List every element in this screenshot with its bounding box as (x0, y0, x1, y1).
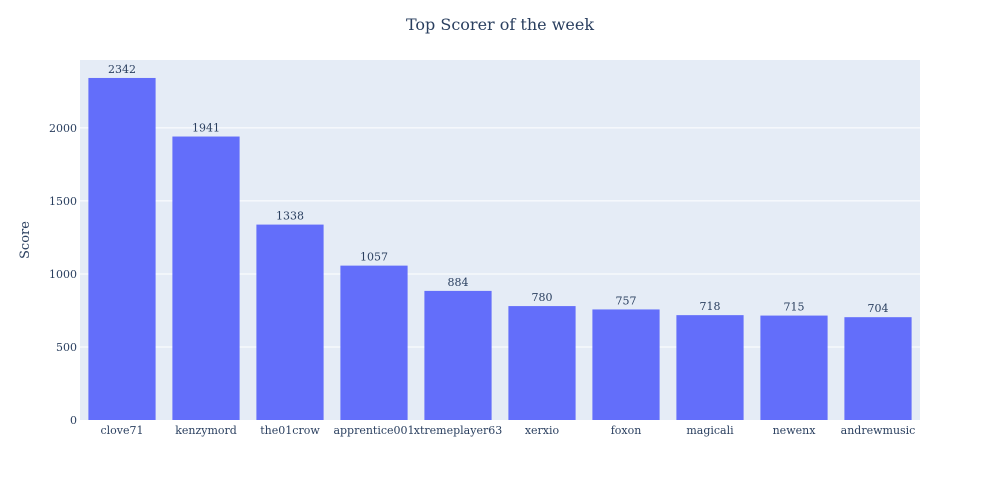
bar-foxon[interactable] (592, 309, 660, 420)
y-tick-label: 1500 (49, 195, 77, 208)
x-tick-label-apprentice001: apprentice001 (333, 424, 414, 437)
data-label-foxon: 757 (616, 294, 637, 307)
x-tick-label-andrewmusic: andrewmusic (841, 424, 916, 437)
data-label-magicali: 718 (700, 300, 721, 313)
bar-magicali[interactable] (676, 315, 744, 420)
bar-clove71[interactable] (88, 77, 156, 420)
bar-kenzymord[interactable] (172, 136, 240, 420)
chart-title: Top Scorer of the week (406, 15, 594, 34)
bar-apprentice001[interactable] (340, 265, 408, 420)
x-tick-label-xtremeplayer63: xtremeplayer63 (414, 424, 502, 437)
y-tick-labels: 0 500 1000 1500 2000 (49, 122, 77, 427)
bar-xtremeplayer63[interactable] (424, 290, 492, 420)
x-tick-label-foxon: foxon (611, 424, 642, 437)
data-label-xtremeplayer63: 884 (448, 276, 469, 289)
bar-andrewmusic[interactable] (844, 317, 912, 420)
x-tick-label-magicali: magicali (686, 424, 734, 437)
y-tick-label: 1000 (49, 268, 77, 281)
y-tick-label: 2000 (49, 122, 77, 135)
x-tick-label-the01crow: the01crow (260, 424, 320, 437)
bar-newenx[interactable] (760, 315, 828, 420)
bar-xerxio[interactable] (508, 306, 576, 420)
data-label-newenx: 715 (784, 301, 805, 314)
y-axis-label: Score (18, 221, 33, 259)
data-label-apprentice001: 1057 (360, 251, 388, 264)
x-tick-label-xerxio: xerxio (525, 424, 560, 437)
data-label-the01crow: 1338 (276, 210, 304, 223)
data-label-xerxio: 780 (532, 291, 553, 304)
data-labels-group: 2342 1941 1338 1057 884 780 757 718 715 704 (108, 63, 889, 315)
x-tick-label-newenx: newenx (773, 424, 817, 437)
data-label-kenzymord: 1941 (192, 122, 220, 135)
x-tick-labels: clove71 kenzymord the01crow apprentice001 xt… (100, 424, 915, 437)
bar-the01crow[interactable] (256, 224, 324, 420)
bars-group (88, 77, 912, 420)
y-tick-label: 0 (70, 414, 77, 427)
data-label-clove71: 2342 (108, 63, 136, 76)
x-tick-label-clove71: clove71 (100, 424, 143, 437)
x-tick-label-kenzymord: kenzymord (175, 424, 237, 437)
y-tick-label: 500 (56, 341, 77, 354)
data-label-andrewmusic: 704 (868, 302, 889, 315)
